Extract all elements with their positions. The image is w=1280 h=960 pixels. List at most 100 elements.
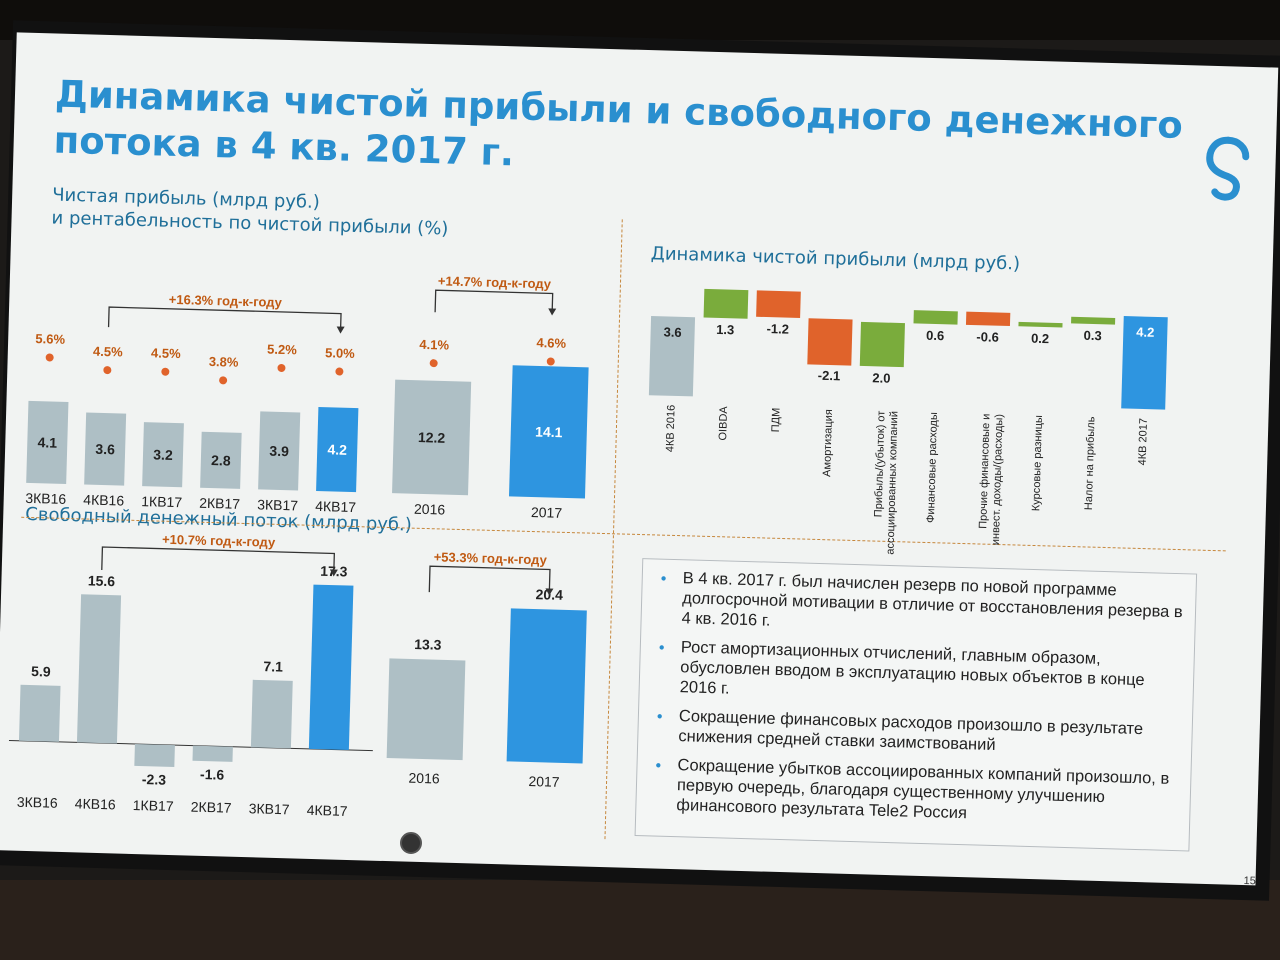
- waterfall-value-label: 0.3: [1083, 328, 1101, 343]
- webcam-icon: [400, 832, 422, 854]
- waterfall-value-label: -0.6: [976, 329, 999, 345]
- waterfall-value-label: 3.6: [663, 324, 681, 339]
- margin-point: [335, 367, 344, 376]
- x-tick-label: 3КВ16: [25, 490, 66, 507]
- waterfall-category-label: Финансовые расходы: [925, 412, 940, 523]
- net-profit-annual-chart: 12.2 2016 4.1% 14.1 2017 4.6% +14.7% год-к-год…: [392, 273, 589, 521]
- bar-value-label: 14.1: [535, 423, 563, 440]
- x-tick-label: 1КВ17: [133, 797, 174, 814]
- commentary-box: • В 4 кв. 2017 г. был начислен резерв по…: [634, 558, 1198, 852]
- bullet-item: • Сокращение финансовых расходов произош…: [652, 705, 1180, 760]
- margin-point: [103, 366, 112, 375]
- waterfall-value-label: 1.3: [716, 322, 734, 337]
- bullet-item: • В 4 кв. 2017 г. был начислен резерв по…: [655, 568, 1183, 643]
- bar-3КВ17: [258, 411, 301, 491]
- bullet-item: • Рост амортизационных отчислений, главн…: [653, 636, 1181, 711]
- waterfall-bar: [648, 316, 696, 397]
- margin-point: [45, 353, 54, 362]
- margin-label: 4.1%: [419, 337, 449, 353]
- bar-value-label: 7.1: [263, 658, 283, 675]
- net-profit-waterfall-chart: 3.6 4КВ 2016 1.3 OIBDA -1.2 ПДМ -2.1 Амортизаци…: [648, 288, 1168, 555]
- waterfall-category-label: 4КВ 2017: [1137, 418, 1150, 466]
- waterfall-value-label: 2.0: [872, 370, 890, 385]
- bar-3КВ16: [26, 400, 69, 484]
- x-tick-label: 4КВ17: [315, 498, 356, 515]
- waterfall-category-label: 4КВ 2016: [664, 405, 677, 453]
- waterfall-value-label: 0.2: [1031, 331, 1049, 346]
- waterfall-category-label: OIBDA: [717, 405, 730, 440]
- bullet-dot-icon: •: [658, 639, 665, 657]
- waterfall-value-label: 4.2: [1136, 324, 1154, 339]
- waterfall-category-label: Курсовые разницы: [1030, 415, 1045, 512]
- waterfall-bar: [703, 288, 749, 319]
- x-tick-label: 2КВ17: [199, 495, 240, 512]
- margin-point: [219, 376, 228, 385]
- bullet-text: Сокращение убытков ассоциированных компа…: [676, 756, 1170, 823]
- bar-2017: [508, 365, 589, 499]
- x-tick-label: 2КВ17: [191, 799, 232, 816]
- yoy-annotation-bracket: [428, 565, 551, 593]
- bar-value-label: 13.3: [414, 636, 442, 653]
- yoy-annotation-arrowhead-icon: [329, 569, 338, 577]
- yoy-annotation-label: +53.3% год-к-году: [433, 549, 547, 567]
- x-tick-label: 4КВ17: [307, 802, 348, 819]
- presentation-slide: Динамика чистой прибыли и свободного ден…: [0, 32, 1279, 886]
- margin-point: [277, 363, 286, 372]
- bar-2016: [392, 379, 472, 496]
- waterfall-bar: [965, 311, 1011, 327]
- waterfall-category-label: Амортизация: [821, 409, 835, 477]
- bar-value-label: 12.2: [418, 429, 446, 446]
- net-profit-quarterly-chart: 4.1 3КВ16 5.6% 3.6 4КВ16 4.5% 3.2 1КВ17 4.5% 2.8 2…: [25, 292, 359, 515]
- margin-label: 4.6%: [536, 335, 566, 351]
- waterfall-bar: [807, 318, 853, 366]
- tv-screen-frame: Динамика чистой прибыли и свободного ден…: [0, 20, 1280, 901]
- bullet-dot-icon: •: [660, 570, 667, 588]
- bar-value-label: 4.1: [37, 434, 57, 451]
- yoy-annotation-arrowhead-icon: [545, 588, 554, 596]
- bar-1КВ17: [142, 422, 184, 488]
- bullet-item: • Сокращение убытков ассоциированных ком…: [650, 754, 1178, 829]
- bar-4КВ16: [84, 412, 127, 486]
- waterfall-category-label: Налог на прибыль: [1083, 416, 1098, 510]
- bar-2КВ17: [200, 431, 242, 489]
- waterfall-category-label: Прочие финансовые и: [977, 413, 992, 529]
- waterfall-category-label: инвест. доходы/(расходы): [990, 414, 1006, 545]
- waterfall-category-label: Прибыль/(убыток) от: [873, 411, 888, 518]
- bar-value-label: 4.2: [327, 441, 347, 458]
- yoy-annotation-label: +14.7% год-к-году: [438, 273, 552, 291]
- bar-value-label: 5.9: [31, 663, 51, 680]
- bar-value-label: -2.3: [142, 771, 167, 788]
- bar-3КВ16: [18, 684, 61, 742]
- x-tick-label: 4КВ16: [75, 795, 116, 812]
- bar-value-label: 15.6: [88, 572, 116, 589]
- waterfall-category-label: ПДМ: [770, 408, 783, 433]
- bar-value-label: 3.6: [95, 441, 115, 458]
- bar-value-label: 2.8: [211, 452, 231, 469]
- margin-label: 3.8%: [209, 354, 239, 370]
- bar-1КВ17: [134, 743, 175, 767]
- waterfall-bar: [1071, 316, 1116, 325]
- x-tick-label: 3КВ17: [249, 800, 290, 817]
- yoy-annotation-label: +10.7% год-к-году: [162, 532, 276, 550]
- bullet-text: В 4 кв. 2017 г. был начислен резерв по н…: [681, 569, 1183, 630]
- x-tick-label: 2016: [408, 770, 440, 787]
- waterfall-bar: [1018, 321, 1063, 328]
- x-tick-label: 3КВ17: [257, 496, 298, 513]
- yoy-annotation-arrowhead-icon: [336, 326, 345, 334]
- bar-2016: [386, 658, 466, 761]
- waterfall-bar: [756, 290, 801, 318]
- waterfall-value-label: -2.1: [818, 368, 841, 384]
- x-tick-label: 1КВ17: [141, 493, 182, 510]
- bar-2017: [506, 608, 587, 764]
- waterfall-bar: [859, 321, 905, 368]
- waterfall-value-label: 0.6: [926, 328, 944, 343]
- bar-4КВ17: [316, 406, 359, 493]
- page-number: 15: [1243, 875, 1256, 886]
- bullet-dot-icon: •: [656, 708, 663, 726]
- bar-2КВ17: [192, 745, 233, 762]
- x-tick-label: 2017: [528, 773, 560, 790]
- bullet-dot-icon: •: [655, 757, 662, 775]
- yoy-annotation-arrowhead-icon: [548, 308, 557, 316]
- bar-value-label: -1.6: [200, 766, 225, 783]
